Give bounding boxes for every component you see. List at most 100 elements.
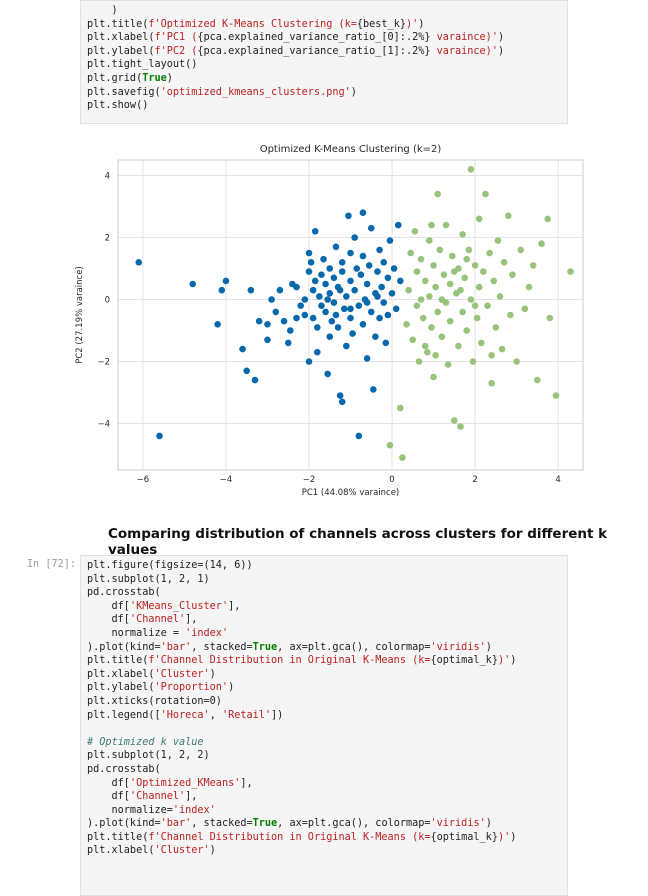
scatter-point-cluster-0 (222, 277, 230, 285)
scatter-point-cluster-0 (293, 283, 300, 291)
scatter-point-cluster-0 (330, 274, 338, 282)
code-token: 'bar' (160, 818, 192, 830)
scatter-point-cluster-1 (419, 314, 427, 322)
scatter-point-cluster-1 (428, 324, 435, 331)
scatter-point-cluster-1 (507, 311, 514, 319)
code-token: 'Horeca' (160, 709, 210, 721)
scatter-point-cluster-1 (500, 259, 508, 266)
scatter-point-cluster-0 (305, 249, 313, 257)
scatter-point-cluster-0 (338, 398, 346, 406)
scatter-point-cluster-1 (421, 342, 429, 350)
code-token: True (252, 818, 278, 830)
code-token: # Optimized k value (87, 736, 204, 748)
scatter-point-cluster-1 (544, 215, 552, 223)
scatter-point-cluster-0 (334, 324, 342, 331)
code-token: )' (405, 18, 419, 30)
y-tick-label: 2 (105, 234, 110, 244)
scatter-point-cluster-0 (374, 293, 381, 300)
scatter-point-cluster-0 (349, 330, 356, 337)
scatter-point-cluster-0 (355, 302, 363, 309)
code-token: {pca.explained_variance_ratio_[0]:.2%} (197, 32, 431, 44)
scatter-point-cluster-0 (189, 280, 197, 288)
scatter-point-cluster-1 (421, 277, 429, 285)
scatter-point-cluster-0 (264, 321, 271, 328)
scatter-point-cluster-0 (293, 314, 300, 322)
plot-frame (117, 159, 584, 471)
scatter-point-cluster-1 (467, 296, 475, 303)
scatter-point-cluster-1 (432, 283, 439, 291)
code-token: pd.crosstab( (87, 587, 161, 599)
code-cell-plot-source[interactable]: ) plt.title(f'Optimized K-Means Clusterin… (80, 0, 568, 124)
scatter-point-cluster-1 (413, 302, 421, 309)
kmeans-scatter-plot: −6 −4 −2 0 2 4 −4 −2 0 2 4 Optimized K-Means Clust… (70, 134, 590, 499)
code-token: df[ (87, 777, 130, 789)
code-line: df['Channel'], (87, 790, 561, 804)
code-cell-crosstab[interactable]: plt.figure(figsize=(14, 6)) plt.subplot(1… (80, 555, 568, 896)
chart-title: Optimized K-Means Clustering (k=2) (260, 144, 442, 155)
scatter-point-cluster-1 (475, 215, 483, 223)
x-tick-label: −2 (303, 475, 316, 485)
section-heading: Comparing distribution of channels acros… (108, 526, 608, 558)
code-token: 'Proportion' (154, 682, 229, 694)
scatter-point-cluster-0 (218, 286, 226, 294)
y-tick-label: 4 (105, 172, 110, 182)
code-line: df['Optimized_KMeans'], (87, 777, 561, 791)
scatter-point-cluster-1 (546, 314, 554, 322)
code-token: ) (485, 641, 492, 653)
scatter-point-cluster-0 (378, 283, 385, 291)
code-token: plt.title( (87, 655, 149, 667)
code-line: plt.figure(figsize=(14, 6)) (87, 559, 561, 573)
code-token: , stacked= (191, 818, 253, 830)
code-token: ], (185, 791, 198, 803)
scatter-point-cluster-1 (426, 237, 433, 244)
scatter-point-cluster-1 (473, 314, 481, 322)
cell-prompt: In [72]: (26, 559, 76, 570)
code-line: plt.xlabel('Cluster') (87, 844, 561, 858)
scatter-point-cluster-0 (390, 265, 398, 272)
scatter-point-cluster-1 (492, 324, 500, 331)
code-token: ) (510, 655, 517, 667)
code-token: ) (87, 5, 118, 16)
scatter-point-cluster-1 (480, 268, 487, 275)
code-token: plt.show() (87, 100, 149, 112)
code-line: pd.crosstab( (87, 763, 561, 777)
scatter-point-cluster-1 (417, 296, 425, 303)
code-token: 'Cluster' (154, 668, 210, 680)
scatter-point-cluster-0 (347, 277, 354, 285)
scatter-point-cluster-0 (214, 321, 221, 328)
scatter-point-cluster-1 (403, 321, 410, 328)
scatter-point-cluster-1 (386, 441, 394, 449)
code-token: df[ (87, 791, 130, 803)
scatter-point-cluster-0 (338, 268, 346, 275)
scatter-point-cluster-0 (363, 280, 371, 288)
scatter-point-cluster-1 (488, 352, 495, 359)
scatter-point-cluster-1 (434, 190, 441, 198)
code-token: plt.figure(figsize=(14, 6)) (87, 560, 253, 571)
code-token: 'optimized_kmeans_clusters.png' (160, 86, 351, 98)
scatter-point-cluster-1 (457, 286, 464, 294)
code-line: df['KMeans_Cluster'], (87, 600, 561, 614)
scatter-point-cluster-0 (376, 246, 383, 254)
code-line (87, 722, 561, 736)
scatter-point-cluster-1 (463, 255, 471, 263)
scatter-point-cluster-1 (409, 336, 417, 344)
code-token: df[ (87, 614, 130, 626)
x-tick-label: 2 (472, 475, 477, 485)
scatter-point-cluster-0 (347, 305, 354, 313)
scatter-point-cluster-1 (486, 249, 493, 257)
code-line: plt.tight_layout() (87, 58, 561, 72)
code-token: f'Channel Distribution in Original K-Mea… (148, 831, 431, 843)
scatter-point-cluster-0 (340, 305, 348, 313)
scatter-point-cluster-0 (380, 259, 388, 266)
scatter-point-cluster-0 (357, 271, 365, 278)
code-line: plt.show() (87, 99, 561, 113)
scatter-point-cluster-1 (411, 228, 419, 235)
code-token: ) (350, 86, 357, 98)
code-token: 'Retail' (221, 709, 272, 721)
scatter-point-cluster-0 (330, 299, 338, 306)
scatter-point-cluster-0 (320, 255, 327, 263)
code-line: # Optimized k value (87, 736, 561, 750)
scatter-point-cluster-1 (446, 317, 454, 325)
scatter-point-cluster-0 (309, 286, 317, 294)
scatter-point-cluster-1 (471, 302, 479, 309)
